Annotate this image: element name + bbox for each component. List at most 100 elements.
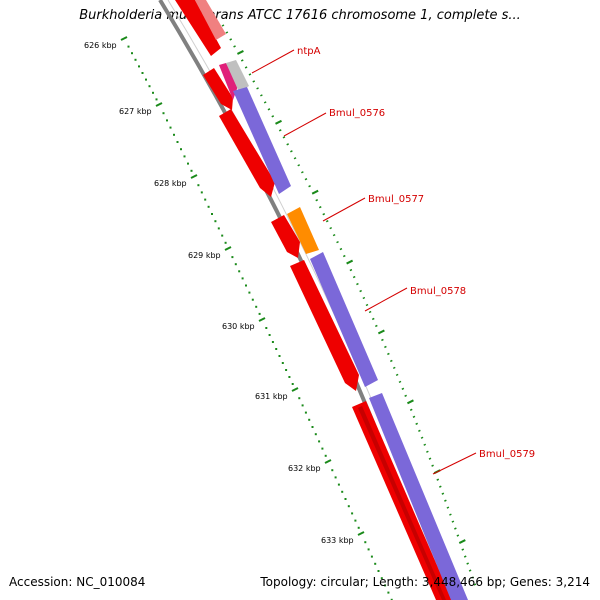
outer-major-tick [458,539,466,544]
major-tick [291,387,299,392]
feature-track-seg3[interactable] [369,393,468,600]
cds-segment-bmul0578[interactable] [290,260,359,391]
minor-tick [251,298,254,301]
minor-tick [380,577,383,580]
minor-tick [217,227,220,230]
outer-minor-tick [315,199,319,202]
outer-minor-tick [468,569,472,572]
cds-segment-bmul0577[interactable] [271,215,300,258]
gene-label-bmul0576: Bmul_0576 [329,108,385,119]
cds-segment-top[interactable] [175,0,221,56]
minor-tick [390,598,393,600]
minor-tick [271,341,274,343]
minor-tick [275,348,278,350]
minor-tick [337,483,340,486]
gene-label-bmul0577: Bmul_0577 [368,194,424,205]
minor-tick [354,519,357,522]
scale-label: 627 kbp [119,107,152,116]
minor-tick [180,148,182,151]
minor-tick [214,220,217,223]
outer-minor-tick [267,108,271,111]
outer-minor-tick [286,143,290,146]
feature-track-seg2[interactable] [310,252,378,387]
outer-minor-tick [466,562,470,565]
orange-rna-feature[interactable] [287,207,319,254]
minor-tick [211,213,213,215]
outer-minor-tick [278,129,282,132]
magenta-feature[interactable] [219,63,238,100]
minor-tick [127,45,130,48]
outer-minor-tick [301,171,304,174]
feature-track-seg1[interactable] [233,87,291,194]
outer-minor-tick [454,527,457,530]
genome-summary-text: Topology: circular; Length: 3,448,466 bp… [260,575,590,589]
major-tick [258,317,266,322]
outer-minor-tick [240,59,244,62]
outer-minor-tick [359,289,362,293]
minor-tick [265,327,268,329]
minor-tick [207,205,210,208]
minor-tick [148,85,151,88]
outer-minor-tick [256,87,259,90]
outer-minor-tick [271,115,275,118]
outer-minor-tick [282,136,286,139]
grey-feature[interactable] [226,60,249,92]
outer-minor-tick [401,387,405,391]
minor-tick [224,241,227,244]
outer-minor-tick [325,219,329,223]
outer-minor-tick [368,310,372,314]
outer-major-tick [311,189,319,195]
outer-minor-tick [415,422,419,425]
minor-tick [141,72,144,74]
major-tick [190,174,198,179]
minor-tick [351,512,354,515]
minor-tick [234,263,237,266]
outer-major-tick [275,119,282,125]
outer-minor-tick [438,485,442,488]
outer-minor-tick [229,38,233,41]
outer-minor-tick [384,345,387,349]
outer-major-tick [377,329,385,335]
outer-minor-tick [446,506,450,509]
minor-tick [384,584,387,587]
outer-minor-tick [387,352,390,356]
outer-minor-tick [428,457,432,460]
label-line-bmul0579 [432,452,477,475]
outer-minor-tick [356,282,359,286]
minor-tick [344,498,347,500]
minor-tick [291,383,294,385]
cds-track [175,0,452,600]
scale-label: 632 kbp [288,464,321,473]
outer-minor-tick [392,366,396,370]
minor-tick [304,411,307,414]
outer-minor-tick [471,576,474,579]
outer-minor-tick [339,247,343,251]
minor-tick [298,397,301,400]
major-tick [224,246,232,251]
cds-segment-ntpA[interactable] [203,68,233,110]
cds-segment-top-faded[interactable] [195,0,226,40]
outer-minor-tick [409,408,413,411]
scale-label: 629 kbp [188,251,221,260]
scale-labels: 626 kbp 627 kbp 628 kbp 629 kbp 630 kbp 631 k… [84,41,354,545]
minor-tick [197,184,200,187]
outer-minor-tick [374,324,378,328]
outer-minor-tick [381,338,384,342]
outer-minor-tick [423,443,427,446]
outer-minor-tick [263,101,267,104]
minor-tick [285,369,288,371]
outer-minor-tick [371,317,375,321]
minor-tick [334,476,337,479]
outer-minor-tick [449,513,452,516]
minor-tick [377,570,380,572]
gene-label-bmul0579: Bmul_0579 [479,449,535,460]
minor-tick [311,426,314,428]
scale-label: 630 kbp [222,322,255,331]
minor-tick [169,126,172,129]
outer-minor-tick [362,296,366,300]
outer-minor-tick [233,45,236,48]
outer-minor-tick [349,268,353,272]
outer-minor-tick [304,178,308,181]
cds-segment-bmul0576[interactable] [219,109,275,197]
